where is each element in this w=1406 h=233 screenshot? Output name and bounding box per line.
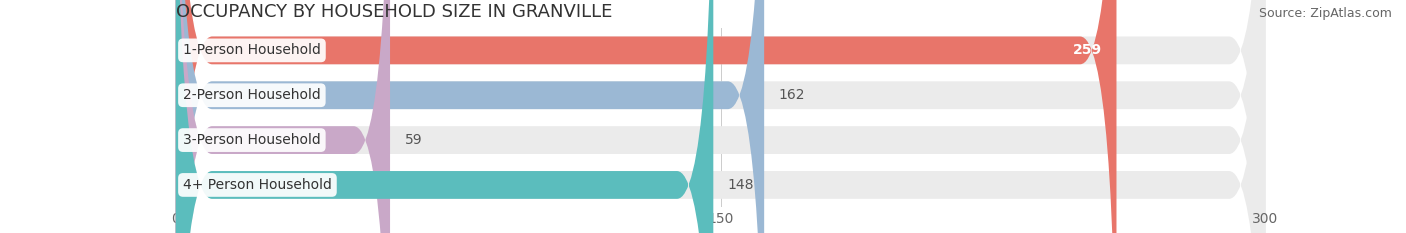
FancyBboxPatch shape xyxy=(176,0,765,233)
Text: 59: 59 xyxy=(405,133,422,147)
FancyBboxPatch shape xyxy=(176,0,1265,233)
Text: 162: 162 xyxy=(779,88,806,102)
Text: 2-Person Household: 2-Person Household xyxy=(183,88,321,102)
FancyBboxPatch shape xyxy=(176,0,389,233)
Text: 4+ Person Household: 4+ Person Household xyxy=(183,178,332,192)
FancyBboxPatch shape xyxy=(176,0,1116,233)
Text: 148: 148 xyxy=(728,178,755,192)
FancyBboxPatch shape xyxy=(176,0,713,233)
Text: 259: 259 xyxy=(1073,43,1102,57)
FancyBboxPatch shape xyxy=(176,0,1265,233)
Text: OCCUPANCY BY HOUSEHOLD SIZE IN GRANVILLE: OCCUPANCY BY HOUSEHOLD SIZE IN GRANVILLE xyxy=(176,3,612,21)
Text: 3-Person Household: 3-Person Household xyxy=(183,133,321,147)
Text: 1-Person Household: 1-Person Household xyxy=(183,43,321,57)
Text: Source: ZipAtlas.com: Source: ZipAtlas.com xyxy=(1258,7,1392,20)
FancyBboxPatch shape xyxy=(176,0,1265,233)
FancyBboxPatch shape xyxy=(176,0,1265,233)
